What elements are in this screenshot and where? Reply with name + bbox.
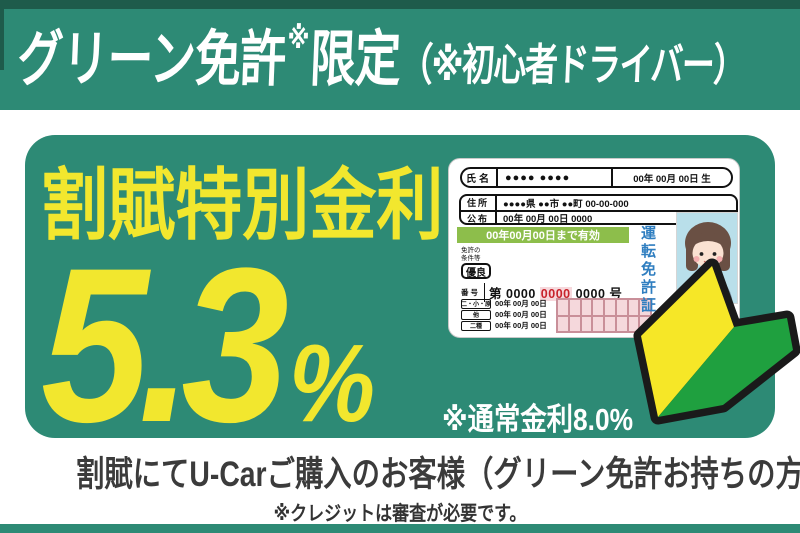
license-valid-until-bar: 00年00月00日まで有効 — [457, 227, 629, 243]
license-issue-label: 公布 — [461, 211, 497, 223]
license-conditions-line2: 条件等 — [461, 255, 481, 263]
license-address-value: ●●●●県 ●●市 ●●町 00-00-000 — [503, 198, 629, 210]
license-class-value: 00年 00月 00日 — [495, 299, 547, 308]
asterisk-note-icon: ※ — [286, 22, 311, 55]
license-number-row: 番号 第 0000 0000 0000 号 — [461, 283, 622, 302]
license-issue-row: 公布 00年 00月 00日 0000 — [461, 209, 736, 225]
license-stamp-grid — [556, 298, 652, 333]
license-class-label: 二種 — [461, 320, 491, 331]
rate-unit: % — [289, 322, 376, 445]
license-number-group1: 0000 — [506, 287, 536, 301]
license-class-value: 00年 00月 00日 — [495, 321, 547, 330]
banner-title-main: グリーン免許 — [16, 25, 287, 93]
license-class-label: 他 — [461, 309, 491, 320]
license-class-row: 二種 00年 00月 00日 — [461, 320, 591, 331]
rate-figure: 5.3% — [41, 235, 375, 455]
footer-condition-text: 割賦にてU-Carご購入のお客様（グリーン免許お持ちの方） — [76, 455, 800, 494]
wakaba-beginner-mark-icon — [633, 258, 800, 425]
license-number-prefix: 第 — [489, 287, 503, 301]
license-name-row: 氏名 ●●●● ●●●● 00年 00月 00日 生 — [460, 167, 733, 188]
banner-title-rest: 限定 — [308, 25, 402, 93]
license-name-value: ●●●● ●●●● — [505, 171, 571, 184]
banner-top-edge — [0, 0, 800, 9]
banner-left-edge — [0, 0, 4, 70]
license-number-label: 番号 — [461, 283, 485, 302]
license-address-row: 住所 ●●●●県 ●●市 ●●町 00-00-000 — [461, 196, 736, 210]
license-class-value: 00年 00月 00日 — [495, 310, 547, 319]
top-banner: グリーン免許※限定（※初心者ドライバー） — [0, 0, 800, 110]
rate-value: 5.3 — [41, 222, 289, 468]
license-address-box: 住所 ●●●●県 ●●市 ●●町 00-00-000 公布 00年 00月 00… — [459, 194, 738, 225]
license-address-label: 住所 — [461, 196, 497, 210]
license-birth-value: 00年 00月 00日 生 — [611, 169, 731, 186]
footer-credit-note: ※クレジットは審査が必要です。 — [273, 503, 527, 525]
license-class-row: 二・小・原 00年 00月 00日 — [461, 298, 591, 309]
normal-rate-note: ※通常金利8.0% — [442, 402, 634, 437]
license-number-group3: 0000 — [575, 287, 606, 301]
license-number-group2: 0000 — [539, 287, 572, 301]
gold-driver-badge: 優良 — [461, 263, 491, 279]
banner-title-paren: （※初心者ドライバー） — [398, 41, 746, 90]
license-class-label: 二・小・原 — [461, 298, 491, 309]
license-conditions-label: 免許の 条件等 — [461, 247, 481, 263]
banner-title: グリーン免許※限定（※初心者ドライバー） — [16, 9, 747, 98]
bottom-strip — [0, 524, 800, 533]
license-number-suffix: 号 — [609, 287, 623, 301]
license-number-value: 第 0000 0000 0000 号 — [489, 283, 622, 302]
license-class-row: 他 00年 00月 00日 — [461, 309, 591, 320]
license-vertical-title: 運転免許証 — [639, 225, 656, 315]
license-conditions-line1: 免許の — [461, 247, 481, 254]
offer-heading: 割賦特別金利 — [41, 161, 444, 249]
license-name-label: 氏名 — [462, 169, 498, 186]
license-class-rows: 二・小・原 00年 00月 00日 他 00年 00月 00日 二種 00年 0… — [461, 298, 591, 331]
license-issue-value: 00年 00月 00日 0000 — [503, 214, 593, 225]
